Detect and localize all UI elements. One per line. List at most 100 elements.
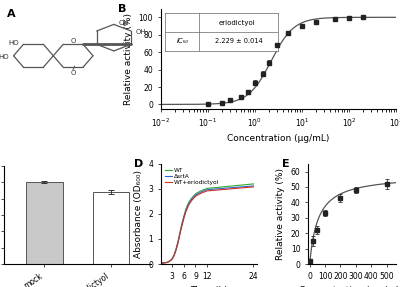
ΔsrtA <box>199 190 204 194</box>
ΔsrtA <box>191 195 196 199</box>
WT+eriodictyol <box>187 202 192 205</box>
Legend: WT, ΔsrtA, WT+eriodictyol: WT, ΔsrtA, WT+eriodictyol <box>164 167 220 186</box>
Text: E: E <box>282 159 289 169</box>
WT+eriodictyol <box>203 190 208 193</box>
WT+eriodictyol <box>205 189 210 193</box>
ΔsrtA <box>205 188 210 191</box>
WT <box>183 208 188 211</box>
ΔsrtA <box>195 192 200 196</box>
WT <box>180 222 184 225</box>
WT <box>166 260 171 263</box>
WT+eriodictyol <box>251 185 256 189</box>
ΔsrtA <box>174 248 178 251</box>
Text: OH: OH <box>119 20 130 26</box>
Text: HO: HO <box>0 54 8 60</box>
WT <box>174 247 178 250</box>
X-axis label: Concentration (μg/mL): Concentration (μg/mL) <box>227 134 330 144</box>
WT+eriodictyol <box>195 193 200 197</box>
Line: WT+eriodictyol: WT+eriodictyol <box>161 187 254 263</box>
WT+eriodictyol <box>185 205 190 209</box>
WT <box>162 261 167 265</box>
ΔsrtA <box>178 231 182 235</box>
ΔsrtA <box>251 184 256 188</box>
Y-axis label: Absorbance (OD₆₀₀): Absorbance (OD₆₀₀) <box>134 170 142 258</box>
ΔsrtA <box>172 253 176 257</box>
WT+eriodictyol <box>201 191 206 194</box>
ΔsrtA <box>197 191 202 195</box>
Bar <box>26 182 62 264</box>
WT <box>191 194 196 198</box>
ΔsrtA <box>180 223 184 226</box>
WT+eriodictyol <box>191 197 196 200</box>
WT+eriodictyol <box>183 210 188 214</box>
Text: O: O <box>70 38 76 44</box>
Text: O: O <box>70 70 76 76</box>
WT <box>176 239 180 243</box>
ΔsrtA <box>164 261 169 264</box>
ΔsrtA <box>193 193 198 197</box>
WT+eriodictyol <box>172 254 176 257</box>
WT <box>185 203 190 206</box>
WT <box>158 261 163 265</box>
WT <box>160 261 165 265</box>
WT <box>168 259 173 262</box>
X-axis label: Time (h): Time (h) <box>190 286 228 287</box>
WT <box>170 257 175 260</box>
WT+eriodictyol <box>176 241 180 245</box>
ΔsrtA <box>166 260 171 263</box>
ΔsrtA <box>162 261 167 265</box>
Y-axis label: Relative activity (%): Relative activity (%) <box>124 13 133 105</box>
ΔsrtA <box>201 189 206 193</box>
WT+eriodictyol <box>168 259 173 263</box>
WT <box>172 253 176 256</box>
WT+eriodictyol <box>182 217 186 220</box>
WT <box>201 188 206 192</box>
WT <box>203 187 208 191</box>
WT <box>164 261 169 264</box>
ΔsrtA <box>176 240 180 244</box>
WT+eriodictyol <box>166 260 171 264</box>
WT+eriodictyol <box>199 191 204 195</box>
WT+eriodictyol <box>178 232 182 236</box>
ΔsrtA <box>182 216 186 219</box>
WT+eriodictyol <box>180 224 184 228</box>
Y-axis label: Relative activity (%): Relative activity (%) <box>276 168 285 260</box>
ΔsrtA <box>160 261 165 265</box>
Text: B: B <box>118 4 127 13</box>
ΔsrtA <box>158 261 163 265</box>
ΔsrtA <box>170 257 175 261</box>
ΔsrtA <box>189 198 194 201</box>
ΔsrtA <box>185 204 190 208</box>
Bar <box>92 192 129 264</box>
WT+eriodictyol <box>164 261 169 264</box>
WT <box>199 189 204 192</box>
WT <box>195 191 200 194</box>
WT+eriodictyol <box>197 193 202 196</box>
ΔsrtA <box>168 259 173 262</box>
ΔsrtA <box>183 209 188 213</box>
Text: D: D <box>134 159 143 169</box>
ΔsrtA <box>187 200 192 204</box>
WT+eriodictyol <box>160 261 165 265</box>
WT+eriodictyol <box>174 248 178 252</box>
Text: HO: HO <box>8 40 18 46</box>
Line: WT: WT <box>161 184 254 263</box>
WT <box>182 214 186 218</box>
WT <box>197 190 202 193</box>
WT <box>205 187 210 190</box>
WT <box>178 230 182 234</box>
ΔsrtA <box>203 189 208 192</box>
Text: OH: OH <box>136 29 147 35</box>
WT+eriodictyol <box>193 195 198 198</box>
X-axis label: Concentration ( μg/mL): Concentration ( μg/mL) <box>300 286 400 287</box>
Text: A: A <box>7 9 16 19</box>
WT+eriodictyol <box>189 199 194 202</box>
WT+eriodictyol <box>170 257 175 261</box>
WT+eriodictyol <box>162 261 167 265</box>
WT <box>193 192 198 196</box>
Line: ΔsrtA: ΔsrtA <box>161 186 254 263</box>
WT <box>251 182 256 186</box>
WT <box>189 197 194 200</box>
WT+eriodictyol <box>158 261 163 265</box>
WT <box>187 199 192 203</box>
